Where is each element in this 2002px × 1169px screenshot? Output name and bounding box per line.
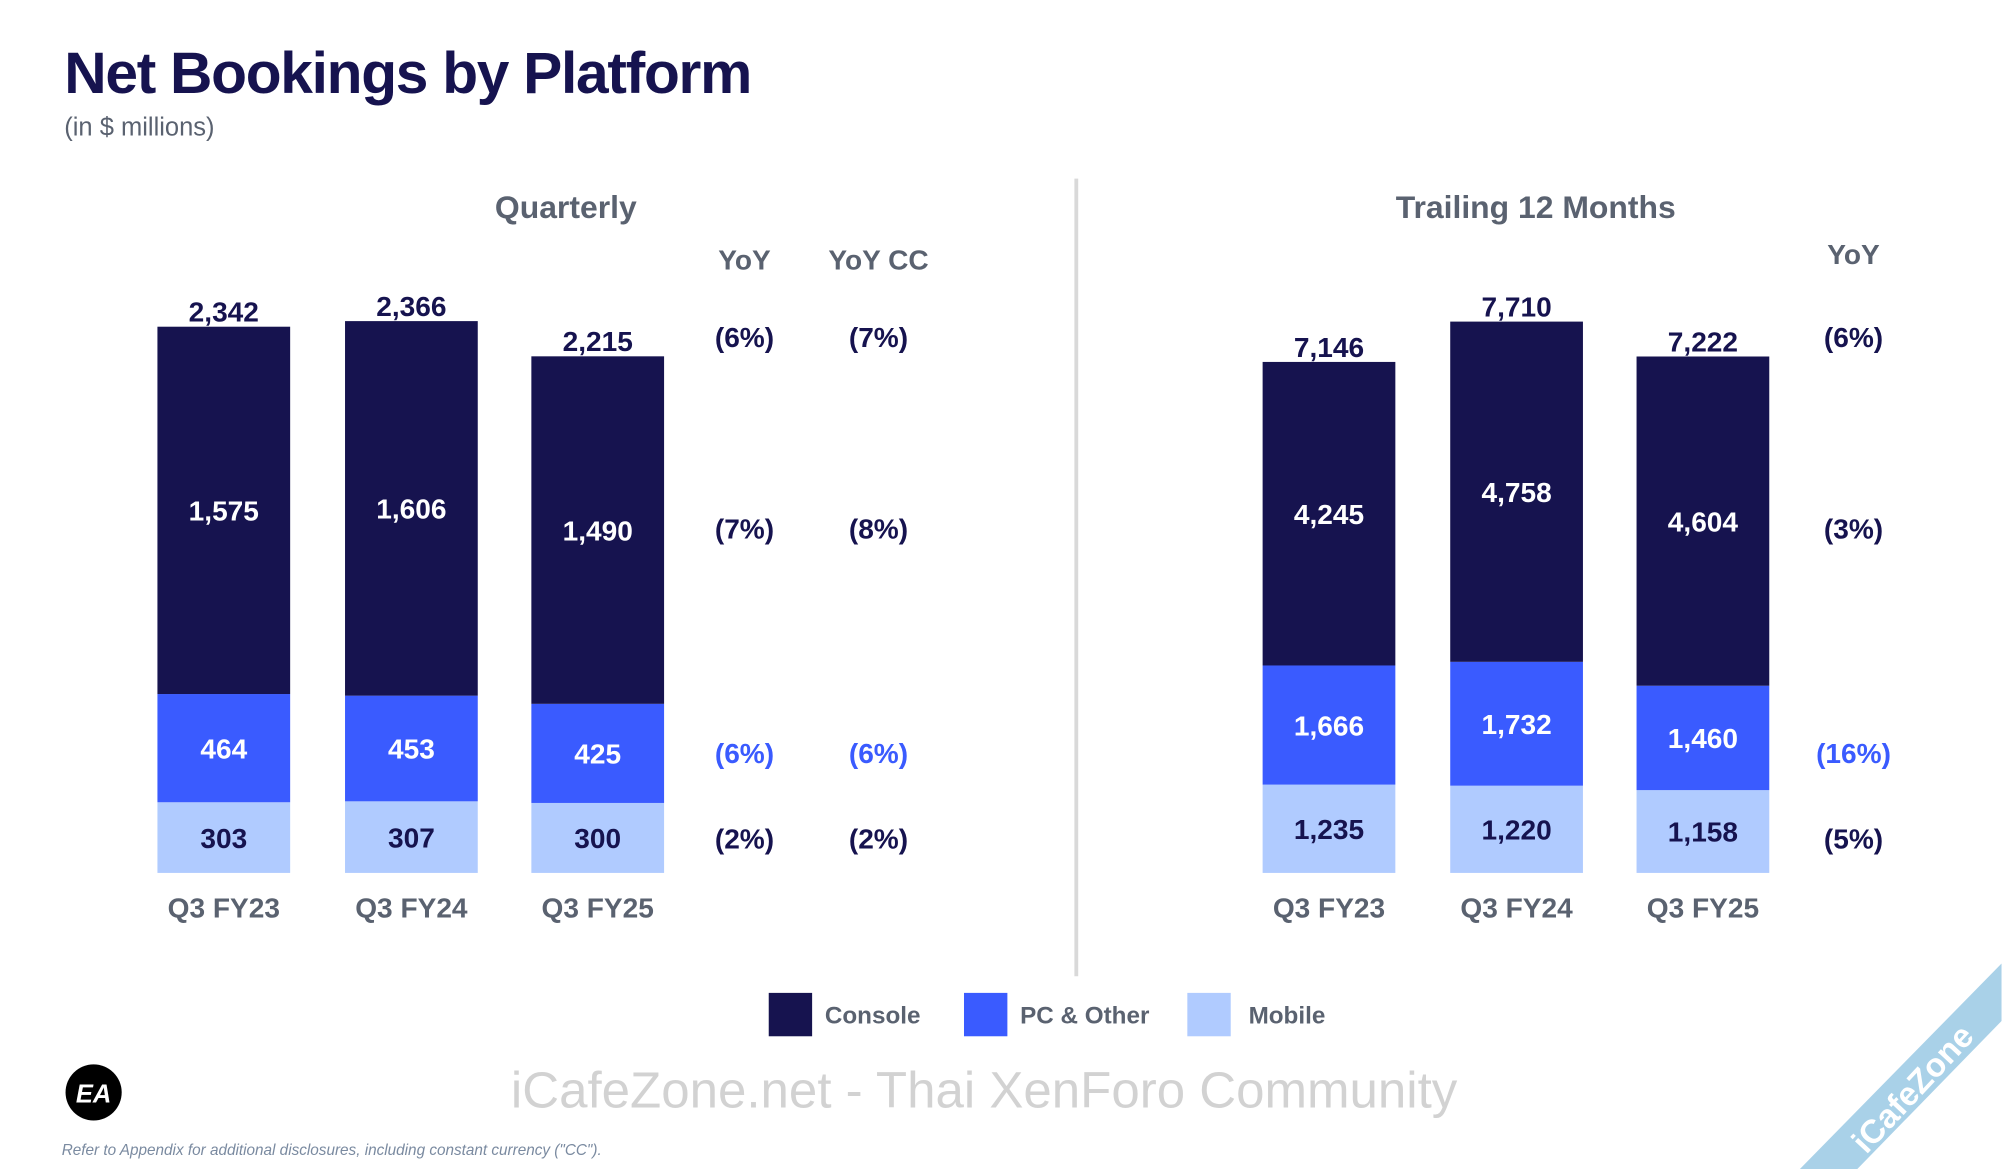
watermark: iCafeZone.net - Thai XenForo Community — [511, 1062, 1458, 1119]
legend-swatch — [963, 992, 1008, 1037]
bar-pc-other — [157, 694, 291, 803]
segment-label: 1,235 — [1294, 814, 1364, 845]
segment-label: 300 — [574, 823, 621, 854]
segment-label: 1,575 — [189, 496, 259, 527]
legend-label: Console — [825, 1003, 921, 1030]
change-value: (6%) — [849, 738, 908, 769]
legend-swatch — [1187, 992, 1231, 1037]
segment-label: 303 — [200, 823, 247, 854]
total-label: 7,146 — [1294, 332, 1364, 363]
change-value: (2%) — [715, 824, 774, 855]
segment-label: 1,490 — [563, 515, 633, 546]
category-label: Q3 FY23 — [1273, 893, 1385, 924]
footnote: Refer to Appendix for additional disclos… — [62, 1142, 602, 1159]
bar-console — [1262, 361, 1396, 666]
corner-watermark: iCafeZone — [1845, 1018, 1981, 1161]
change-value: (7%) — [715, 514, 774, 545]
segment-label: 464 — [200, 733, 247, 764]
segment-label: 425 — [574, 739, 621, 770]
subtitle: (in $ millions) — [64, 113, 214, 141]
bar-console — [1450, 321, 1583, 662]
change-value: (16%) — [1816, 738, 1891, 769]
legend-item: Mobile — [1187, 992, 1326, 1037]
change-column-header: YoY — [718, 244, 771, 275]
change-column-header: YoY — [1827, 239, 1880, 270]
bar-console — [531, 356, 665, 704]
legend-label: Mobile — [1249, 1003, 1326, 1030]
category-label: Q3 FY25 — [542, 893, 654, 924]
segment-label: 1,732 — [1481, 709, 1551, 740]
change-value: (3%) — [1824, 514, 1883, 545]
category-label: Q3 FY24 — [355, 893, 468, 924]
bar-mobile — [1262, 784, 1396, 873]
change-value: (6%) — [1824, 322, 1883, 353]
change-value: (6%) — [715, 738, 774, 769]
segment-label: 4,604 — [1668, 506, 1739, 537]
panel-title: Trailing 12 Months — [1396, 189, 1676, 225]
change-value: (2%) — [849, 824, 908, 855]
bar-mobile — [531, 802, 665, 873]
segment-label: 307 — [388, 822, 435, 853]
bar-mobile — [345, 801, 478, 873]
total-label: 7,710 — [1481, 291, 1551, 322]
bar-pc-other — [345, 695, 478, 802]
panel-ttm: Trailing 12 Months 1,235 1,666 4,245 7,146 Q3… — [1262, 189, 1891, 924]
bar-pc-other — [1450, 661, 1583, 786]
legend-label: PC & Other — [1020, 1003, 1150, 1030]
change-column-header: YoY CC — [828, 244, 928, 275]
change-value: (8%) — [849, 514, 908, 545]
total-label: 2,342 — [189, 297, 259, 328]
bar-console — [345, 321, 478, 696]
bar-pc-other — [1636, 685, 1770, 791]
legend-item: Console — [768, 992, 921, 1037]
change-value: (7%) — [849, 322, 908, 353]
segment-label: 1,220 — [1481, 815, 1551, 846]
bar-pc-other — [531, 703, 665, 803]
segment-label: 4,758 — [1481, 477, 1551, 508]
page-title: Net Bookings by Platform — [64, 41, 751, 106]
segment-label: 1,460 — [1668, 723, 1738, 754]
segment-label: 1,606 — [376, 494, 446, 525]
total-label: 7,222 — [1668, 326, 1738, 357]
legend: Console PC & Other Mobile — [768, 992, 1326, 1037]
segment-label: 1,158 — [1668, 817, 1738, 848]
ea-logo: EA — [65, 1064, 122, 1121]
panel-quarterly: Quarterly 303 464 1,575 2,342 Q3 FY23 307 453 1,… — [157, 189, 929, 924]
panel-title: Quarterly — [495, 189, 637, 225]
corner-ribbon: iCafeZone — [1799, 963, 2002, 1169]
category-label: Q3 FY24 — [1460, 893, 1573, 924]
segment-label: 4,245 — [1294, 499, 1364, 530]
category-label: Q3 FY23 — [168, 893, 280, 924]
bar-mobile — [157, 802, 291, 873]
svg-text:EA: EA — [76, 1081, 111, 1109]
total-label: 2,366 — [376, 291, 446, 322]
bar-mobile — [1450, 785, 1583, 873]
segment-label: 453 — [388, 734, 435, 765]
bar-console — [1636, 356, 1770, 686]
total-label: 2,215 — [563, 326, 633, 357]
category-label: Q3 FY25 — [1647, 893, 1759, 924]
bar-console — [157, 326, 291, 695]
change-value: (6%) — [715, 322, 774, 353]
bar-mobile — [1636, 790, 1770, 873]
bar-pc-other — [1262, 665, 1396, 785]
legend-item: PC & Other — [963, 992, 1150, 1037]
change-value: (5%) — [1824, 824, 1883, 855]
segment-label: 1,666 — [1294, 710, 1364, 741]
legend-swatch — [768, 992, 813, 1037]
